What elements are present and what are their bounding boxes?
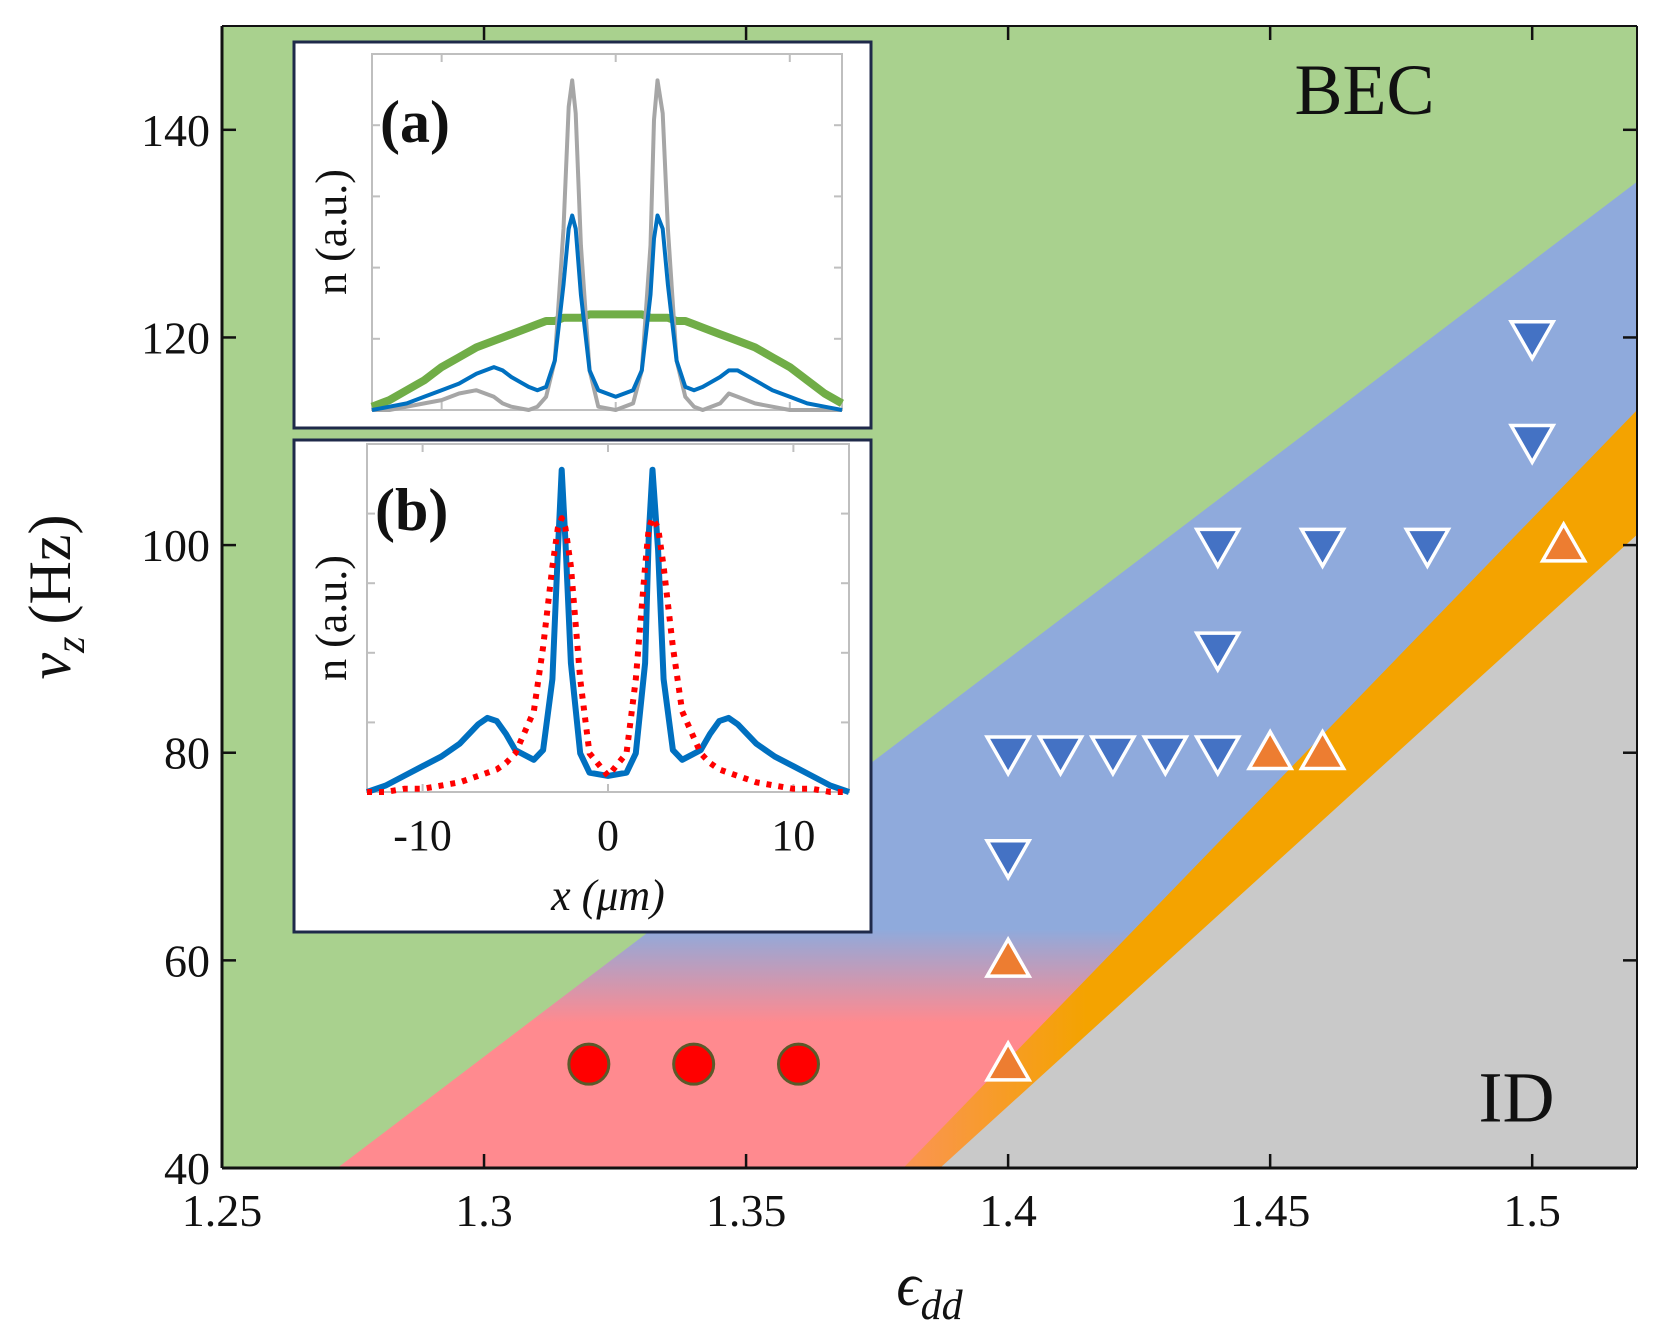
y-tick-label: 140 <box>141 105 210 156</box>
x-tick-label: 1.4 <box>979 1185 1037 1236</box>
inset-panel-label: (b) <box>375 477 448 543</box>
y-axis-symbol: ν <box>17 652 83 679</box>
down-triangle-marker <box>1508 423 1557 466</box>
x-tick-label: 1.25 <box>182 1185 263 1236</box>
down-triangle-marker <box>1036 735 1085 778</box>
y-tick-label: 40 <box>164 1143 210 1194</box>
x-axis-title: ϵdd <box>896 1252 963 1326</box>
x-tick-label: 1.35 <box>706 1185 787 1236</box>
down-triangle-marker <box>1298 527 1347 570</box>
down-triangle-marker <box>1508 319 1557 362</box>
regions <box>222 26 1637 1168</box>
y-axis-unit: (Hz) <box>17 515 83 625</box>
up-triangle-marker <box>984 1039 1033 1082</box>
x-tick-label: 1.45 <box>1230 1185 1311 1236</box>
inset-frame <box>292 40 873 430</box>
inset-x-tick-label: 10 <box>771 811 815 860</box>
inset-x-tick-label: -10 <box>393 811 452 860</box>
down-triangle-marker <box>1193 735 1242 778</box>
id-region <box>940 534 1637 1168</box>
up-triangle-marker <box>984 935 1033 978</box>
inset-panel-label: (a) <box>380 89 450 155</box>
x-axis-subscript: dd <box>921 1283 964 1326</box>
x-tick-label: 1.3 <box>455 1185 513 1236</box>
inset-curve-green <box>370 310 844 411</box>
y-tick-label: 80 <box>164 728 210 779</box>
inset-y-label: n (a.u.) <box>307 555 356 681</box>
down-triangle-marker <box>1088 735 1137 778</box>
inset-curve-blue <box>371 213 843 412</box>
x-tick-label: 1.5 <box>1503 1185 1561 1236</box>
up-triangle-marker <box>1298 728 1347 771</box>
id-label: ID <box>1478 1057 1554 1137</box>
y-tick-label: 60 <box>164 935 210 986</box>
inset-y-label: n (a.u.) <box>307 169 356 295</box>
main-plot: 1.25 1.3 1.35 1.4 1.45 1.5406080100120140ϵddν… <box>17 25 1638 1326</box>
up-triangle-marker <box>1539 520 1588 563</box>
circle-marker <box>776 1042 820 1086</box>
bec-label: BEC <box>1294 50 1434 130</box>
y-tick-label: 120 <box>141 312 210 363</box>
inset-curve-blue-solid <box>366 466 850 795</box>
inset-b: (b) n (a.u.) -10 0 10 x (μm) <box>292 438 873 934</box>
y-axis-subscript: z <box>48 636 94 653</box>
down-triangle-marker <box>984 735 1033 778</box>
circle-marker <box>672 1042 716 1086</box>
down-triangle-marker <box>1193 527 1242 570</box>
inset-x-label: x (μm) <box>550 871 665 920</box>
x-axis-symbol: ϵ <box>896 1252 923 1318</box>
up-triangle-marker <box>1246 728 1295 771</box>
down-triangle-marker <box>1141 735 1190 778</box>
inset-curve-grey <box>372 78 842 412</box>
inset-a: (a) n (a.u.) <box>292 40 873 430</box>
circle-marker <box>567 1042 611 1086</box>
down-triangle-marker <box>984 839 1033 882</box>
inset-x-tick-label: 0 <box>597 811 619 860</box>
down-triangle-marker <box>1193 631 1242 674</box>
y-axis-title: νz (Hz) <box>17 515 94 680</box>
down-triangle-marker <box>1403 527 1452 570</box>
y-tick-label: 100 <box>141 520 210 571</box>
